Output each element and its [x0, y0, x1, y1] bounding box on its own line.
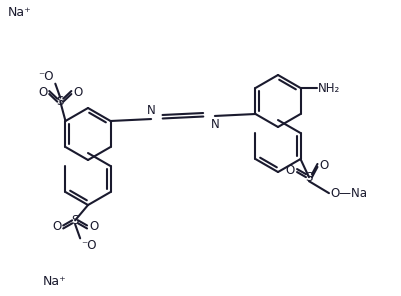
Text: S: S [71, 214, 79, 227]
Text: O: O [52, 221, 61, 234]
Text: O: O [319, 159, 328, 172]
Text: N: N [210, 118, 219, 131]
Text: Na⁺: Na⁺ [43, 275, 67, 288]
Text: NH₂: NH₂ [317, 81, 339, 94]
Text: O: O [285, 164, 294, 177]
Text: S: S [57, 95, 64, 108]
Text: ⁻O: ⁻O [38, 70, 53, 83]
Text: N: N [146, 104, 155, 117]
Text: Na⁺: Na⁺ [8, 6, 32, 19]
Text: O: O [89, 221, 98, 234]
Text: O—Na: O—Na [329, 187, 366, 200]
Text: ⁻O: ⁻O [81, 239, 96, 252]
Text: S: S [304, 171, 312, 184]
Text: O: O [73, 86, 82, 99]
Text: O: O [38, 86, 47, 99]
